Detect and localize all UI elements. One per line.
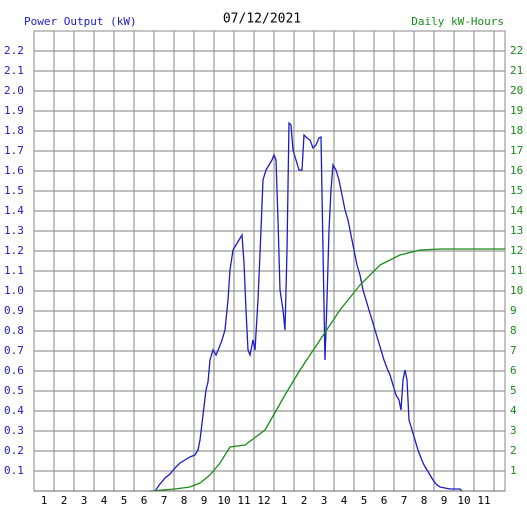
x-tick-label: 5 — [361, 494, 368, 507]
y-tick-label: 2.1 — [4, 64, 24, 77]
y-tick-label: 0.3 — [4, 424, 24, 437]
x-tick-label: 2 — [61, 494, 68, 507]
y2-tick-label: 9 — [510, 304, 517, 317]
y-tick-label: 1.3 — [4, 224, 24, 237]
y2-tick-label: 3 — [510, 424, 517, 437]
plot-area — [33, 30, 506, 492]
y2-tick-label: 18 — [510, 124, 523, 137]
series-line — [154, 121, 463, 492]
y2-tick-label: 14 — [510, 204, 524, 217]
y2-tick-label: 19 — [510, 104, 523, 117]
x-tick-label: 7 — [161, 494, 168, 507]
x-tick-label: 6 — [141, 494, 148, 507]
y-tick-label: 1.8 — [4, 124, 24, 137]
y-tick-label: 0.7 — [4, 344, 24, 357]
y-tick-label: 1.9 — [4, 104, 24, 117]
y-tick-label: 1.2 — [4, 244, 24, 257]
x-tick-label: 6 — [381, 494, 388, 507]
y2-tick-label: 8 — [510, 324, 517, 337]
x-tick-label: 10 — [457, 494, 470, 507]
y-tick-label: 1.4 — [4, 204, 24, 217]
x-tick-label: 8 — [181, 494, 188, 507]
x-tick-label: 4 — [341, 494, 348, 507]
x-tick-label: 2 — [301, 494, 308, 507]
y-tick-label: 1.7 — [4, 144, 24, 157]
x-tick-label: 3 — [81, 494, 88, 507]
x-tick-label: 4 — [101, 494, 108, 507]
x-tick-label: 8 — [421, 494, 428, 507]
y2-axis-title: Daily kW-Hours — [411, 15, 504, 28]
y-tick-label: 0.1 — [4, 464, 24, 477]
x-tick-label: 7 — [401, 494, 408, 507]
chart-title: 07/12/2021 — [223, 12, 301, 27]
x-tick-label: 11 — [237, 494, 250, 507]
x-tick-label: 10 — [217, 494, 230, 507]
y-tick-label: 1.0 — [4, 284, 24, 297]
y2-tick-label: 2 — [510, 444, 517, 457]
y2-tick-label: 22 — [510, 44, 523, 57]
y-tick-label: 0.4 — [4, 404, 24, 417]
x-tick-label: 9 — [201, 494, 208, 507]
y-tick-label: 1.1 — [4, 264, 24, 277]
y2-tick-label: 1 — [510, 464, 517, 477]
y-tick-label: 0.9 — [4, 304, 24, 317]
y2-tick-label: 5 — [510, 384, 517, 397]
y-tick-label: 2.0 — [4, 84, 24, 97]
y2-tick-label: 16 — [510, 164, 523, 177]
y-tick-label: 1.5 — [4, 184, 24, 197]
series-line — [149, 248, 505, 492]
x-tick-label: 1 — [41, 494, 48, 507]
y2-tick-label: 12 — [510, 244, 523, 257]
y-tick-label: 0.2 — [4, 444, 24, 457]
y2-tick-label: 20 — [510, 84, 523, 97]
y-tick-label: 0.6 — [4, 364, 24, 377]
y2-tick-label: 7 — [510, 344, 517, 357]
y-tick-label: 0.5 — [4, 384, 24, 397]
y2-tick-label: 17 — [510, 144, 523, 157]
x-tick-label: 11 — [477, 494, 490, 507]
y2-tick-label: 4 — [510, 404, 517, 417]
x-tick-label: 3 — [321, 494, 328, 507]
y-axis-title: Power Output (kW) — [24, 15, 137, 28]
y2-tick-label: 21 — [510, 64, 523, 77]
y2-tick-label: 13 — [510, 224, 523, 237]
x-tick-label: 9 — [441, 494, 448, 507]
x-tick-label: 1 — [281, 494, 288, 507]
y2-tick-label: 15 — [510, 184, 523, 197]
y-tick-label: 0.8 — [4, 324, 24, 337]
y2-tick-label: 10 — [510, 284, 523, 297]
y-tick-label: 2.2 — [4, 44, 24, 57]
y2-tick-label: 11 — [510, 264, 523, 277]
y-tick-label: 1.6 — [4, 164, 24, 177]
x-tick-label: 12 — [257, 494, 270, 507]
y2-tick-label: 6 — [510, 364, 517, 377]
x-tick-label: 5 — [121, 494, 128, 507]
